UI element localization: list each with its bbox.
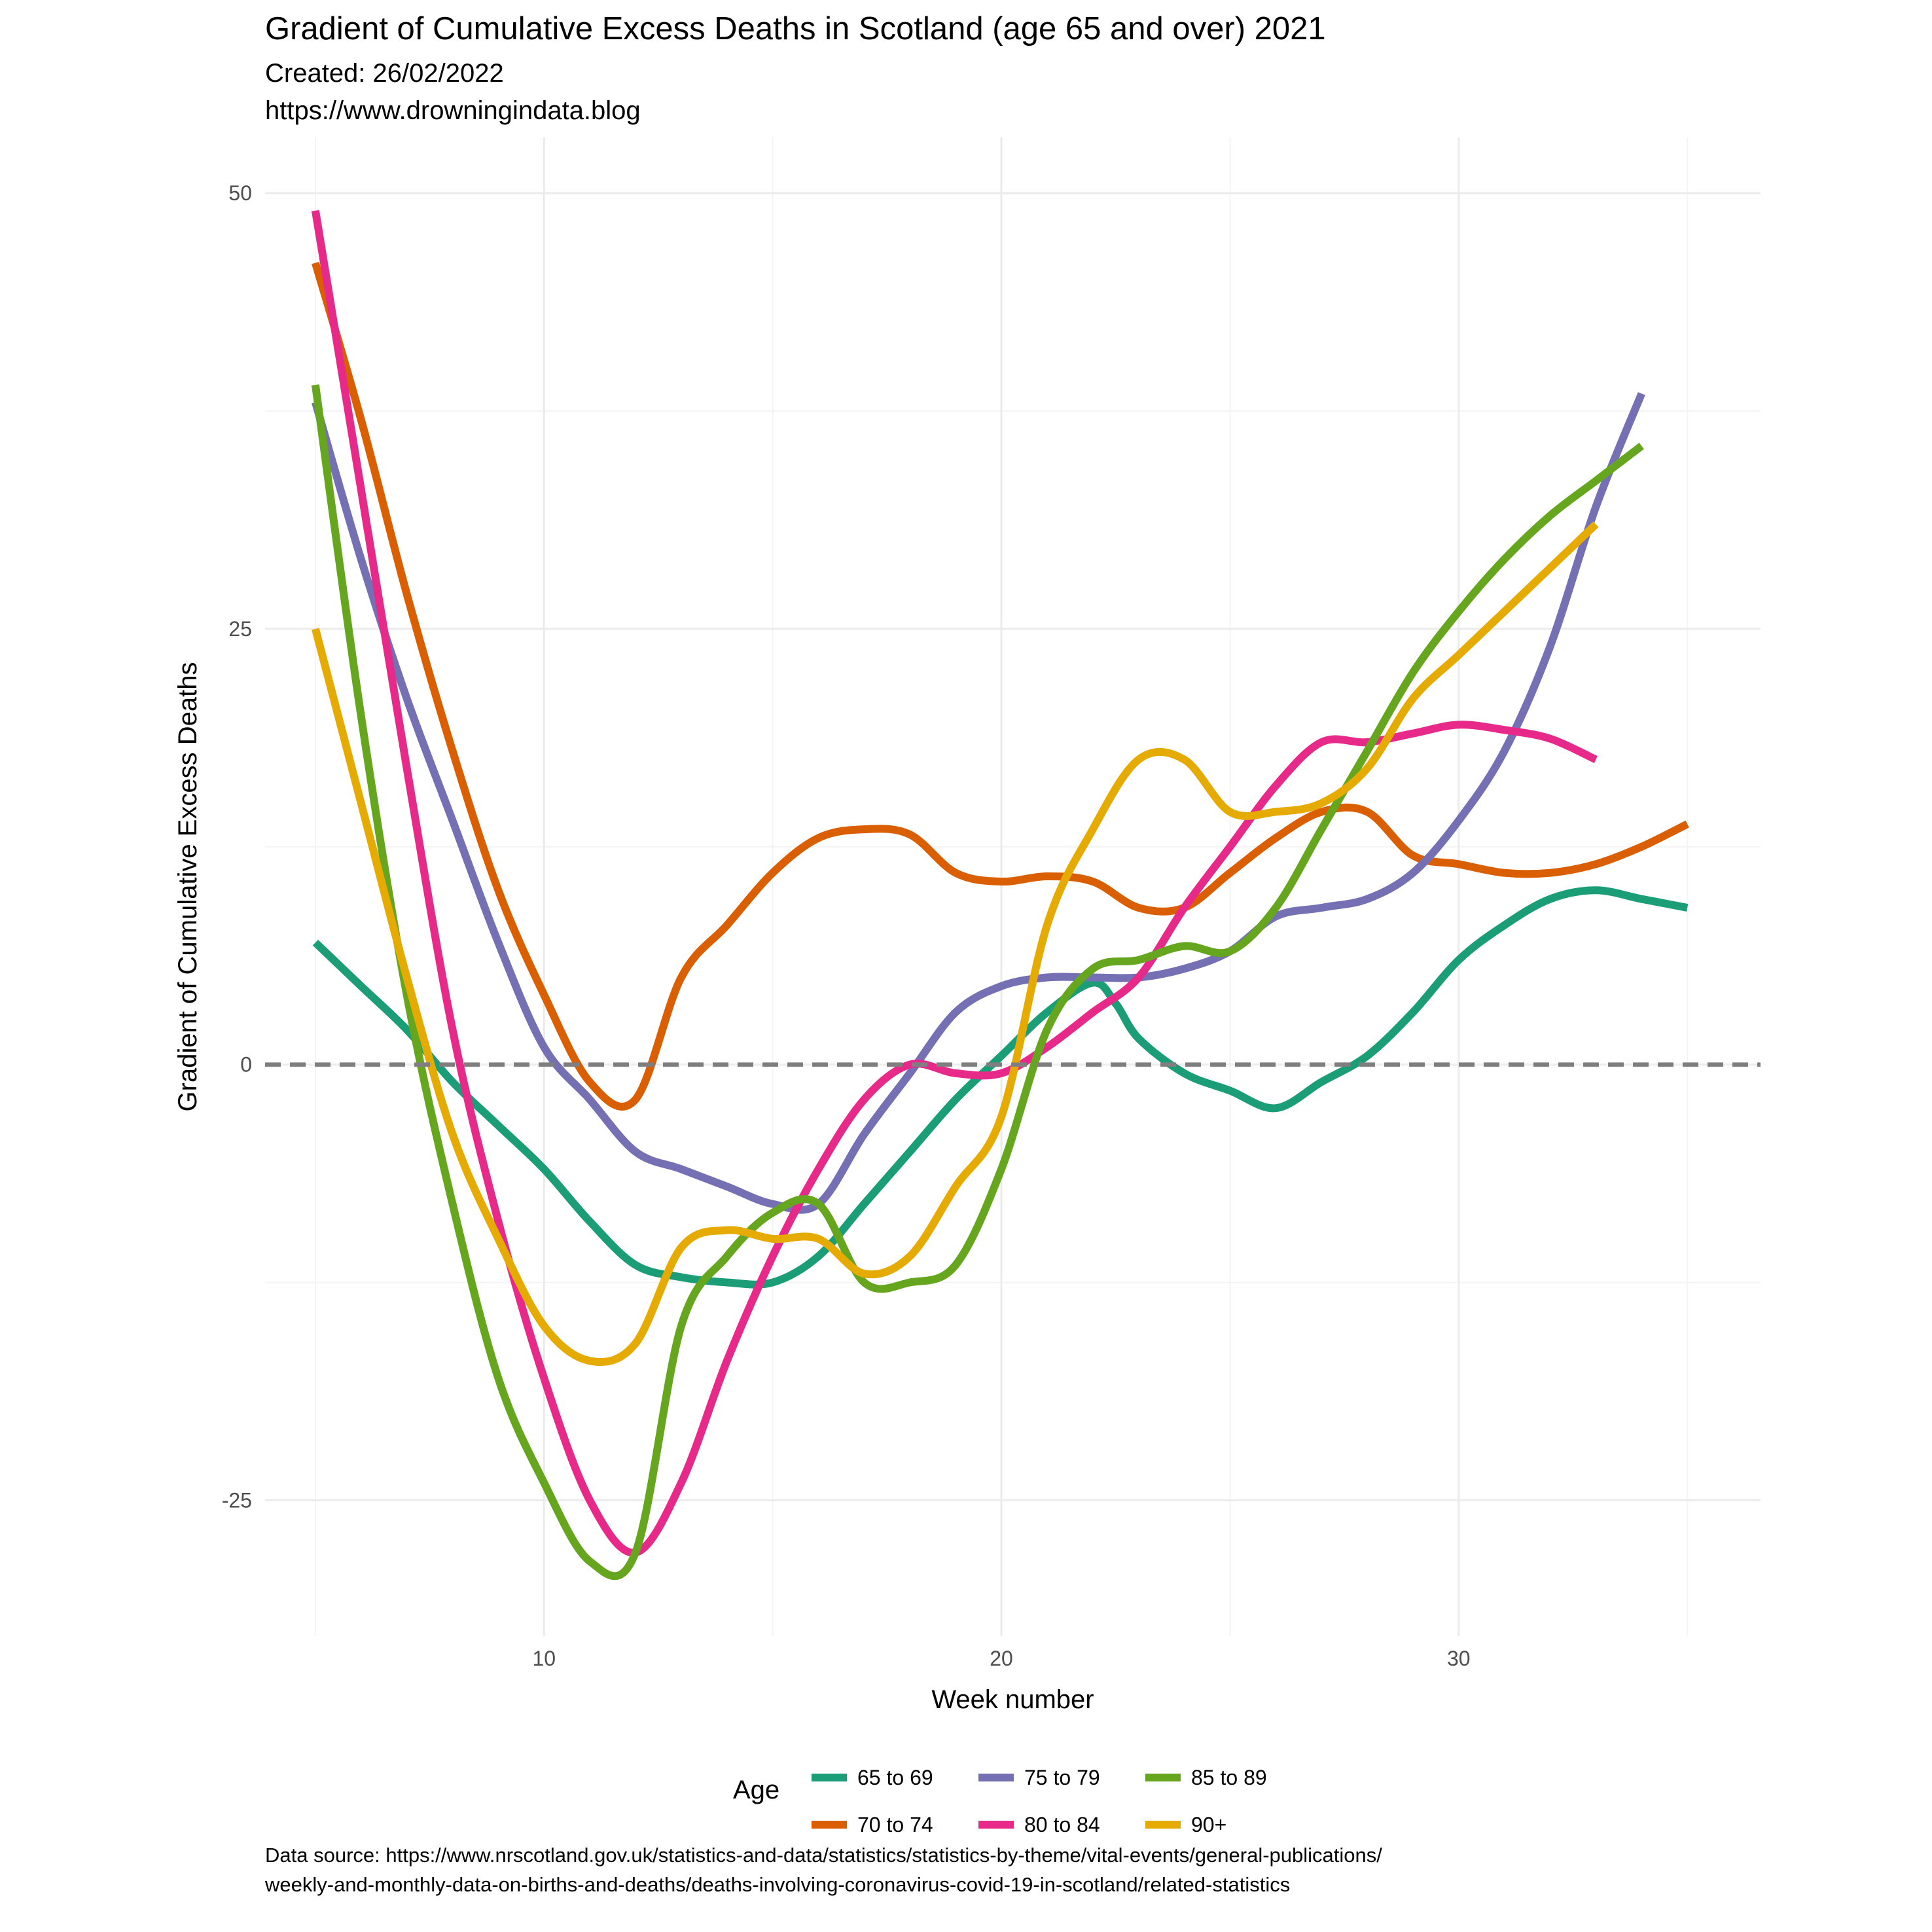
y-tick-label: 50	[228, 181, 252, 205]
y-tick-label: -25	[222, 1488, 252, 1512]
y-axis-title: Gradient of Cumulative Excess Deaths	[173, 662, 202, 1112]
legend-label: 90+	[1191, 1813, 1226, 1836]
series-line-75-to-79	[312, 392, 1645, 1214]
legend-label: 65 to 69	[857, 1766, 933, 1789]
caption-line-1: Data source: https://www.nrscotland.gov.…	[265, 1844, 1382, 1867]
legend-label: 70 to 74	[857, 1813, 933, 1836]
legend-title: Age	[733, 1776, 779, 1804]
y-tick-label: 0	[240, 1053, 252, 1077]
chart-subtitle-line-2: https://www.drowningindata.blog	[265, 96, 641, 125]
x-tick-label: 10	[532, 1647, 556, 1670]
legend-label: 80 to 84	[1024, 1813, 1100, 1836]
legend: Age 65 to 69 70 to 74 75 to 79 80 to 84 85 t…	[733, 1766, 1267, 1836]
series-line-65-to-69	[312, 886, 1689, 1289]
chart-subtitle-line-1: Created: 26/02/2022	[265, 59, 504, 88]
series-line-90	[312, 521, 1599, 1366]
x-axis-tick-labels: 10 20 30	[532, 1647, 1470, 1670]
x-tick-label: 30	[1447, 1647, 1471, 1670]
caption-line-2: weekly-and-monthly-data-on-births-and-de…	[264, 1873, 1290, 1896]
y-axis-tick-labels: -25 0 25 50	[222, 181, 252, 1512]
series-lines	[311, 209, 1689, 1581]
legend-label: 85 to 89	[1191, 1766, 1267, 1789]
chart-title: Gradient of Cumulative Excess Deaths in …	[265, 11, 1326, 46]
series-line-80-to-84	[311, 209, 1598, 1557]
series-line-70-to-74	[312, 262, 1689, 1111]
series-line-85-to-89	[311, 384, 1644, 1581]
legend-label: 75 to 79	[1024, 1766, 1100, 1789]
x-axis-title: Week number	[931, 1685, 1094, 1714]
y-tick-label: 25	[228, 617, 252, 641]
x-tick-label: 20	[990, 1647, 1013, 1670]
